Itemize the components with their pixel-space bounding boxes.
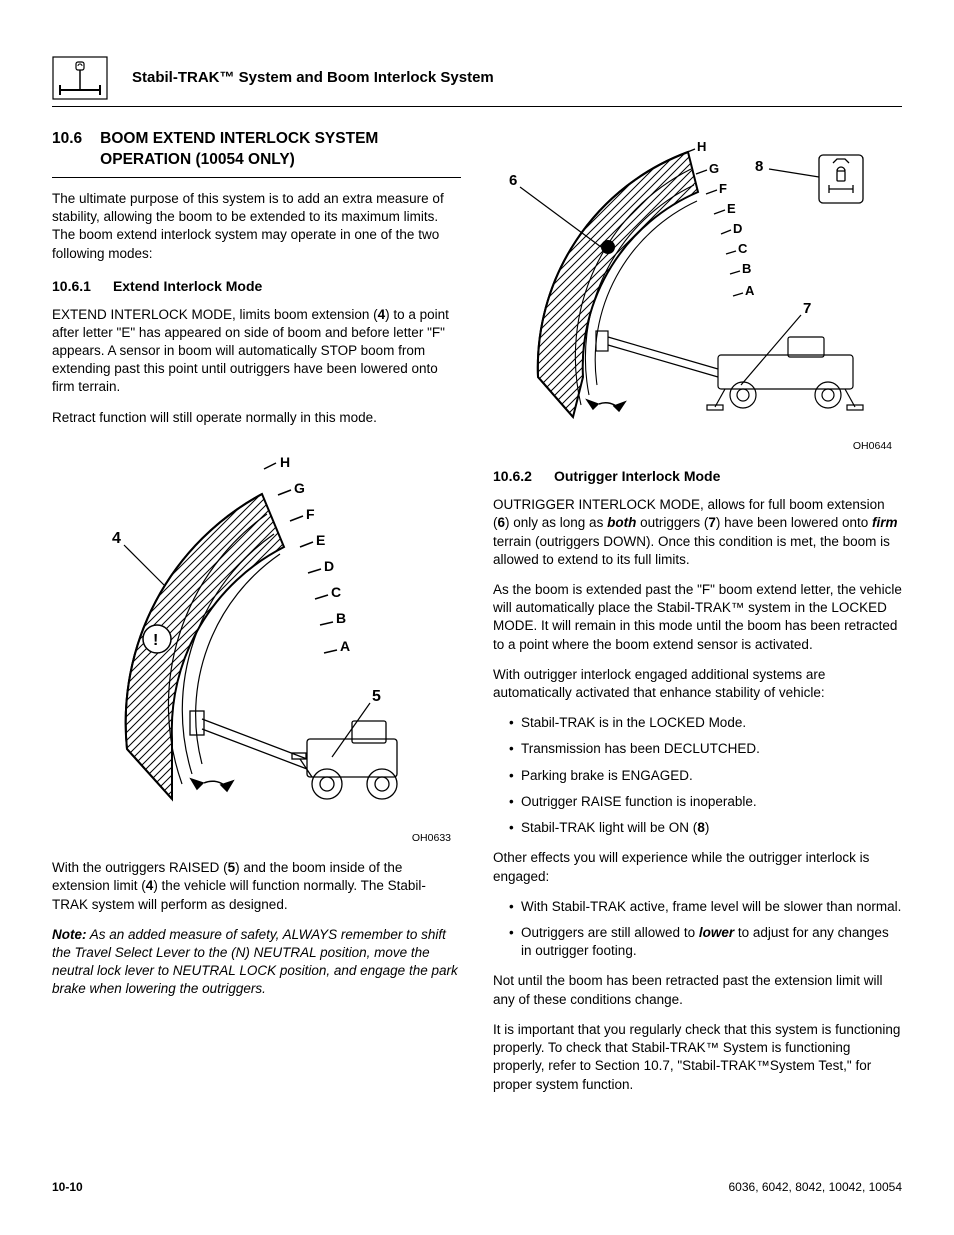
svg-text:5: 5 (372, 688, 381, 705)
right-column: H G F E D C B A (493, 129, 902, 1106)
list-item: Outriggers are still allowed to lower to… (509, 924, 902, 960)
svg-text:C: C (331, 584, 341, 600)
list-item: Outrigger RAISE function is inoperable. (509, 793, 902, 811)
body-paragraph: EXTEND INTERLOCK MODE, limits boom exten… (52, 306, 461, 397)
svg-text:6: 6 (509, 172, 517, 189)
body-paragraph: OUTRIGGER INTERLOCK MODE, allows for ful… (493, 496, 902, 569)
svg-text:F: F (719, 181, 727, 196)
svg-text:A: A (745, 283, 755, 298)
svg-text:H: H (697, 139, 706, 154)
svg-text:A: A (340, 638, 350, 654)
svg-text:7: 7 (803, 300, 811, 317)
body-paragraph: Other effects you will experience while … (493, 849, 902, 885)
svg-text:B: B (742, 261, 751, 276)
list-item: Parking brake is ENGAGED. (509, 767, 902, 785)
svg-text:H: H (280, 454, 290, 470)
body-paragraph: With the outriggers RAISED (5) and the b… (52, 859, 461, 914)
svg-text:D: D (733, 221, 742, 236)
svg-text:8: 8 (755, 158, 763, 175)
svg-text:G: G (709, 161, 719, 176)
stabiltrak-icon (52, 56, 108, 100)
figure-oh0644: H G F E D C B A (493, 137, 902, 453)
callout-ref: 6 (498, 515, 506, 530)
header-title: Stabil-TRAK™ System and Boom Interlock S… (132, 68, 494, 88)
svg-text:F: F (306, 506, 315, 522)
list-item: Stabil-TRAK light will be ON (8) (509, 819, 902, 837)
svg-text:C: C (738, 241, 748, 256)
body-paragraph: Not until the boom has been retracted pa… (493, 972, 902, 1008)
svg-text:B: B (336, 610, 346, 626)
figure-code: OH0644 (493, 439, 902, 453)
list-item: Stabil-TRAK is in the LOCKED Mode. (509, 714, 902, 732)
footer-models: 6036, 6042, 8042, 10042, 10054 (729, 1179, 903, 1195)
subsection-title: Outrigger Interlock Mode (554, 467, 720, 486)
svg-text:E: E (316, 532, 325, 548)
svg-text:D: D (324, 558, 334, 574)
callout-ref: 4 (378, 307, 386, 322)
subsection-title: Extend Interlock Mode (113, 277, 262, 296)
callout-ref: 7 (708, 515, 716, 530)
figure-code: OH0633 (52, 831, 461, 845)
section-title: BOOM EXTEND INTERLOCK SYSTEM OPERATION (… (100, 129, 461, 171)
content-columns: 10.6 BOOM EXTEND INTERLOCK SYSTEM OPERAT… (52, 129, 902, 1106)
callout-ref: 5 (228, 860, 236, 875)
svg-text:G: G (294, 480, 305, 496)
body-paragraph: As the boom is extended past the "F" boo… (493, 581, 902, 654)
note-paragraph: Note: As an added measure of safety, ALW… (52, 926, 461, 999)
subsection-number: 10.6.2 (493, 467, 532, 486)
page-footer: 10-10 6036, 6042, 8042, 10042, 10054 (52, 1179, 902, 1195)
section-number: 10.6 (52, 129, 82, 171)
body-paragraph: It is important that you regularly check… (493, 1021, 902, 1094)
bullet-list: Stabil-TRAK is in the LOCKED Mode. Trans… (493, 714, 902, 837)
page-header: Stabil-TRAK™ System and Boom Interlock S… (52, 56, 902, 107)
bullet-list: With Stabil-TRAK active, frame level wil… (493, 898, 902, 961)
svg-text:!: ! (153, 632, 158, 649)
list-item: Transmission has been DECLUTCHED. (509, 740, 902, 758)
subsection-heading-1: 10.6.1 Extend Interlock Mode (52, 277, 461, 296)
body-paragraph: Retract function will still operate norm… (52, 409, 461, 427)
figure-oh0633: H G F E D C B A (52, 439, 461, 845)
intro-paragraph: The ultimate purpose of this system is t… (52, 190, 461, 263)
page-number: 10-10 (52, 1179, 83, 1195)
svg-text:E: E (727, 201, 736, 216)
callout-ref: 8 (697, 820, 705, 835)
note-label: Note: (52, 927, 87, 942)
subsection-number: 10.6.1 (52, 277, 91, 296)
section-heading: 10.6 BOOM EXTEND INTERLOCK SYSTEM OPERAT… (52, 129, 461, 178)
body-paragraph: With outrigger interlock engaged additio… (493, 666, 902, 702)
list-item: With Stabil-TRAK active, frame level wil… (509, 898, 902, 916)
svg-text:4: 4 (112, 530, 121, 547)
left-column: 10.6 BOOM EXTEND INTERLOCK SYSTEM OPERAT… (52, 129, 461, 1106)
subsection-heading-2: 10.6.2 Outrigger Interlock Mode (493, 467, 902, 486)
